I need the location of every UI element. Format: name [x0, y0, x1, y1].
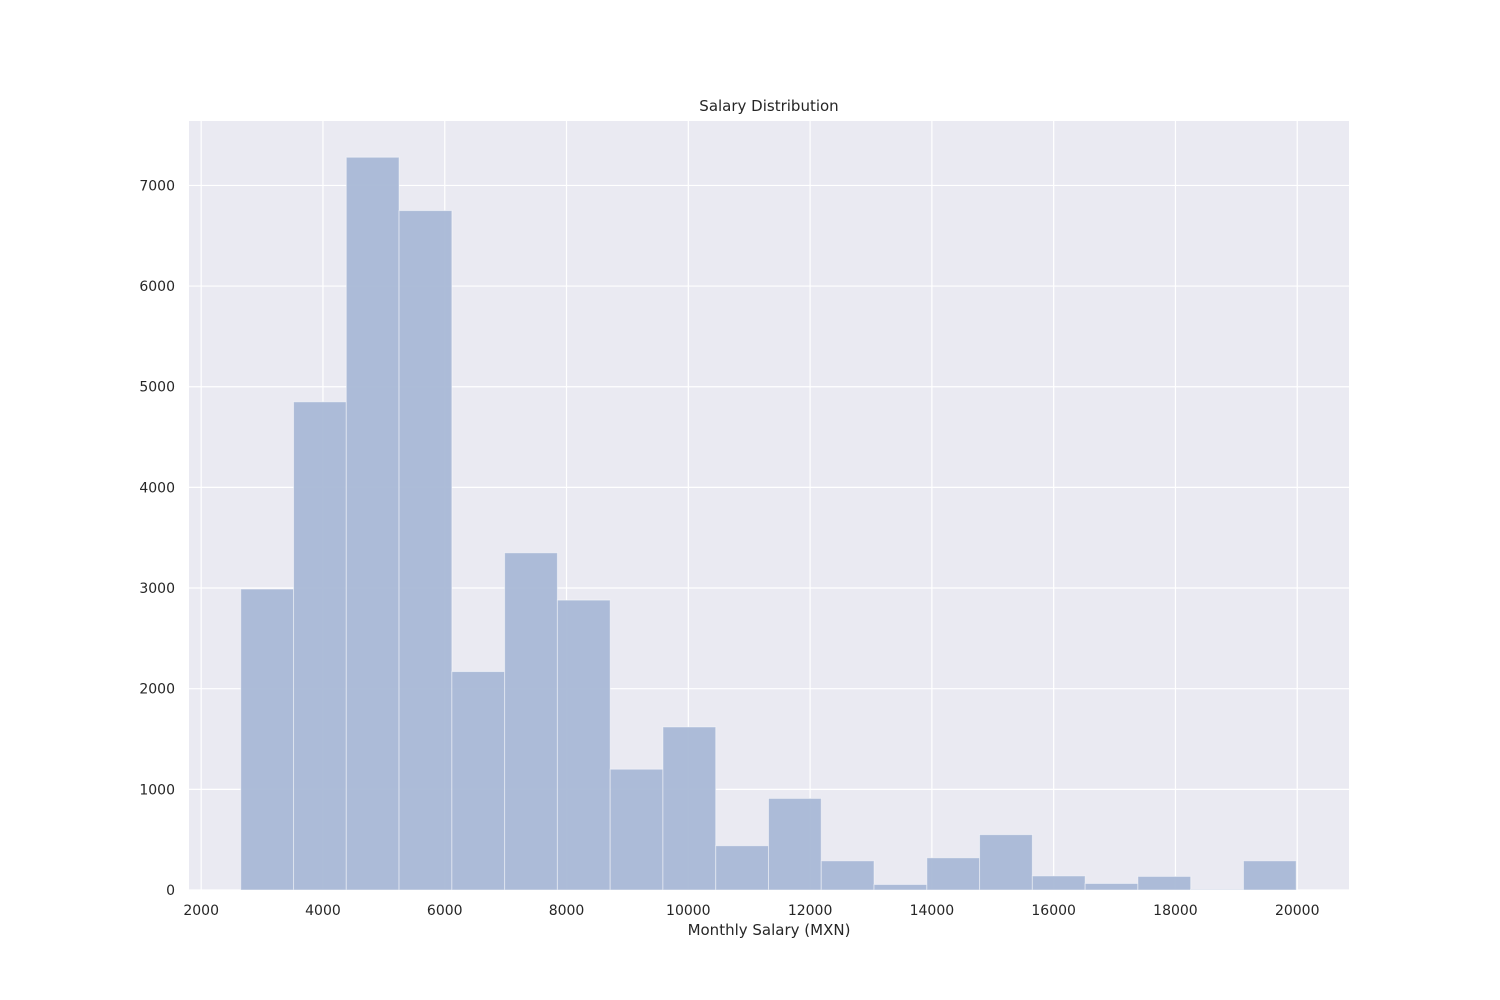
x-tick-label: 14000 [910, 903, 955, 919]
histogram-bar [504, 552, 558, 891]
histogram-bar [609, 768, 664, 891]
x-axis-title: Monthly Salary (MXN) [688, 921, 851, 939]
chart-title: Salary Distribution [699, 97, 838, 115]
histogram-bar [293, 401, 347, 891]
histogram-bar [1084, 882, 1139, 891]
x-tick-label: 10000 [666, 903, 711, 919]
histogram-bar [556, 599, 611, 891]
histogram-bar [1031, 875, 1086, 891]
x-tick-labels: 2000 4000 6000 8000 10000 12000 14000 16000 1800… [183, 903, 1319, 919]
histogram-bar [979, 834, 1033, 891]
histogram-bar [715, 845, 770, 891]
histogram-bar [451, 671, 506, 891]
x-tick-label: 16000 [1031, 903, 1076, 919]
x-tick-label: 12000 [788, 903, 833, 919]
histogram-bar [240, 588, 295, 891]
histogram-bar [398, 210, 453, 891]
x-tick-label: 8000 [549, 903, 585, 919]
y-tick-label: 6000 [139, 279, 175, 295]
histogram-bar [768, 797, 822, 891]
histogram-bar [820, 860, 875, 891]
y-tick-labels: 0 1000 2000 3000 4000 5000 6000 7000 [139, 178, 175, 899]
y-tick-label: 4000 [139, 480, 175, 496]
y-tick-label: 0 [166, 883, 175, 899]
histogram-bar [926, 857, 981, 891]
histogram-bar [662, 726, 717, 891]
y-tick-label: 5000 [139, 380, 175, 396]
histogram-bar [873, 883, 928, 891]
x-tick-label: 6000 [427, 903, 463, 919]
y-tick-label: 1000 [139, 782, 175, 798]
y-tick-label: 7000 [139, 178, 175, 194]
x-tick-label: 2000 [183, 903, 219, 919]
y-tick-label: 2000 [139, 682, 175, 698]
histogram-bar [1190, 888, 1244, 891]
histogram-bar [345, 156, 400, 891]
x-tick-label: 20000 [1275, 903, 1320, 919]
histogram-bars [240, 156, 1297, 891]
histogram-bar [1137, 875, 1192, 891]
y-tick-label: 3000 [139, 581, 175, 597]
x-tick-label: 4000 [305, 903, 341, 919]
histogram-bar [1242, 860, 1297, 891]
x-tick-label: 18000 [1153, 903, 1198, 919]
